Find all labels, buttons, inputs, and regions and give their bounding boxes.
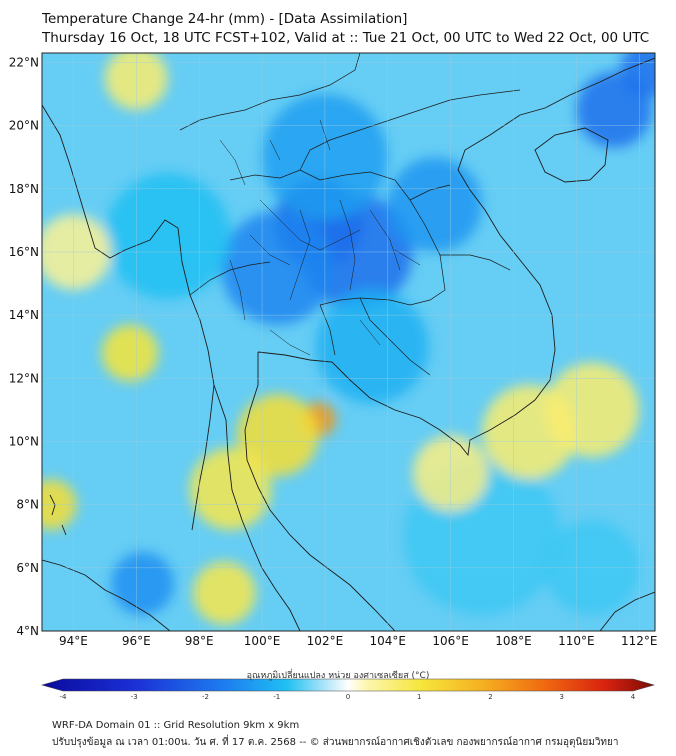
colorbar-gradient <box>40 678 656 692</box>
footer-model-info: WRF-DA Domain 01 :: Grid Resolution 9km … <box>52 720 300 731</box>
colorbar-tick-label: 2 <box>488 693 492 700</box>
lon-label: 110°E <box>558 634 595 648</box>
lon-label: 96°E <box>122 634 151 648</box>
coastlines <box>42 53 655 631</box>
lat-label: 18°N <box>9 182 39 196</box>
colorbar-tick-label: -2 <box>202 693 209 700</box>
lon-label: 108°E <box>495 634 532 648</box>
field-anomaly-8 <box>111 552 175 616</box>
south-china-coast <box>519 57 655 116</box>
map-subtitle: Thursday 16 Oct, 18 UTC FCST+102, Valid … <box>42 30 650 46</box>
colorbar-tick-label: 0 <box>346 693 350 700</box>
lat-label: 10°N <box>9 434 39 448</box>
colorbar: -4 -3 -2 -1 0 1 2 3 4 <box>40 678 656 700</box>
lon-label: 94°E <box>59 634 88 648</box>
lon-label: 112°E <box>621 634 658 648</box>
longitude-labels: 94°E 96°E 98°E 100°E 102°E 104°E 106°E 108°E 110… <box>59 634 658 648</box>
lat-label: 14°N <box>9 308 39 322</box>
colorbar-tick-label: -3 <box>131 693 138 700</box>
colorbar-tick-label: 1 <box>417 693 421 700</box>
field-anomaly-3 <box>387 157 483 252</box>
colorbar-title: อุณหภูมิเปลี่ยนแปลง หน่วย องศาเซลเซียส (… <box>246 671 430 681</box>
lon-label: 102°E <box>307 634 344 648</box>
colorbar-tick-label: -4 <box>60 693 68 700</box>
field-anomaly-2 <box>221 210 335 325</box>
field-anomaly-19 <box>544 362 640 458</box>
gulf-coast <box>257 114 556 457</box>
field-anomaly-7 <box>315 289 429 404</box>
colorbar-tick-label: -1 <box>273 693 280 700</box>
field-anomaly-14 <box>189 447 272 530</box>
map-title: Temperature Change 24-hr (mm) - [Data As… <box>42 11 408 27</box>
forecast-map[interactable]: 22°N 20°N 18°N 16°N 14°N 12°N 10°N 8°N 6°N 4°N 94… <box>0 0 676 700</box>
sumatra-coast <box>42 559 171 631</box>
lat-label: 6°N <box>16 561 39 575</box>
andaman-islands <box>49 494 67 536</box>
colorbar-tick-label: 3 <box>560 693 564 700</box>
graticule <box>42 53 655 632</box>
country-borders <box>179 53 521 376</box>
field-anomaly-17 <box>192 561 256 625</box>
lon-label: 106°E <box>432 634 469 648</box>
latitude-labels: 22°N 20°N 18°N 16°N 14°N 12°N 10°N 8°N 6°N 4°N <box>9 55 39 638</box>
peninsula-west-coast <box>213 384 301 631</box>
hainan-island <box>534 127 609 183</box>
lon-label: 98°E <box>185 634 214 648</box>
field-anomaly-13 <box>236 394 319 477</box>
lat-label: 20°N <box>9 119 39 133</box>
colorbar-tick-label: 4 <box>631 693 636 700</box>
lat-label: 4°N <box>16 624 39 638</box>
footer-credit: ปรับปรุงข้อมูล ณ เวลา 01:00น. วัน ศ. ที่… <box>52 737 619 748</box>
field-anomaly-15 <box>101 324 159 382</box>
lon-label: 100°E <box>244 634 281 648</box>
field-anomaly-6 <box>620 53 655 98</box>
peninsula-east-coast <box>244 352 396 631</box>
lon-label: 104°E <box>370 634 407 648</box>
lat-label: 8°N <box>16 498 39 512</box>
lat-label: 16°N <box>9 245 39 259</box>
borneo-coast <box>599 591 655 631</box>
map-frame <box>41 52 656 632</box>
temperature-field <box>42 53 655 631</box>
lat-label: 22°N <box>9 55 39 69</box>
field-anomaly-11 <box>104 173 231 300</box>
lat-label: 12°N <box>9 371 39 385</box>
myanmar-coastline <box>42 104 215 531</box>
